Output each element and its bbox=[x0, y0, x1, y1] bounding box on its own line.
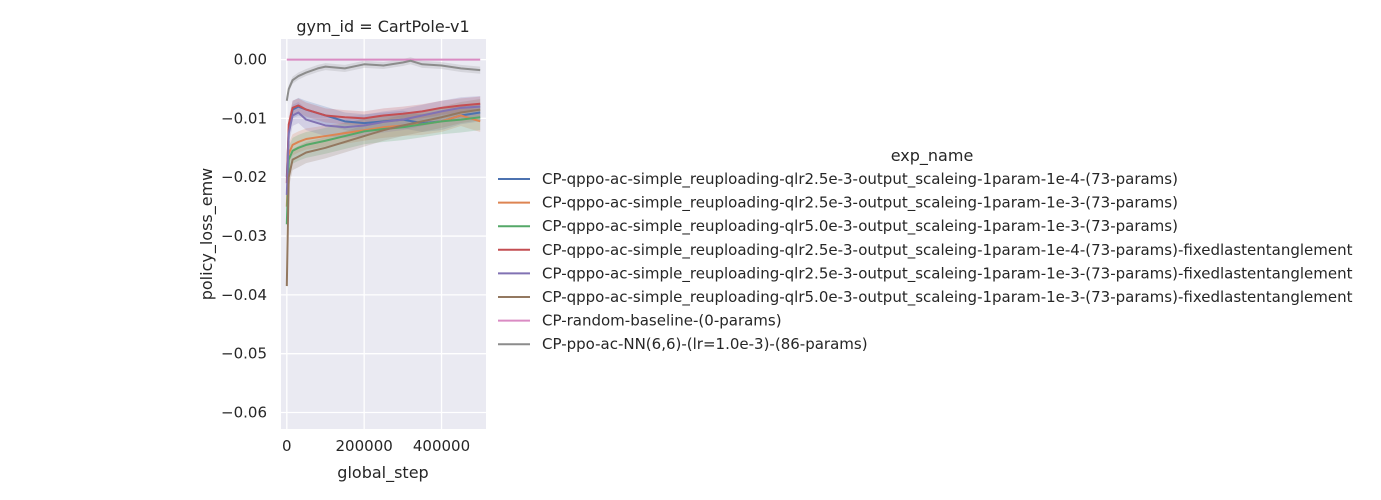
series-line-3 bbox=[285, 102, 481, 184]
legend-entry-4: CP-qppo-ac-simple_reuploading-qlr2.5e-3-… bbox=[542, 264, 1353, 283]
x-axis-label: global_step bbox=[337, 463, 428, 483]
legend-entry-0: CP-qppo-ac-simple_reuploading-qlr2.5e-3-… bbox=[542, 170, 1178, 189]
legend-entry-7: CP-ppo-ac-NN(6,6)-(lr=1.0e-3)-(86-params… bbox=[542, 335, 868, 353]
x-axis-ticks: 0 200000 400000 bbox=[282, 437, 470, 455]
grid-lines bbox=[281, 39, 486, 429]
legend-entry-6: CP-random-baseline-(0-params) bbox=[542, 312, 782, 330]
legend-entry-1: CP-qppo-ac-simple_reuploading-qlr2.5e-3-… bbox=[542, 194, 1178, 213]
legend-title: exp_name bbox=[891, 146, 974, 166]
y-axis-ticks: 0.00 −0.01 −0.02 −0.03 −0.04 −0.05 −0.06 bbox=[221, 51, 267, 422]
x-tick-label: 200000 bbox=[336, 437, 393, 455]
y-tick-label: −0.06 bbox=[221, 404, 267, 422]
legend-entry-3: CP-qppo-ac-simple_reuploading-qlr2.5e-3-… bbox=[542, 241, 1353, 260]
y-tick-label: −0.02 bbox=[221, 168, 267, 186]
series-line-4 bbox=[285, 105, 481, 195]
plot-area bbox=[281, 39, 486, 429]
y-tick-label: 0.00 bbox=[234, 51, 267, 69]
series-line-7 bbox=[285, 59, 481, 101]
y-tick-label: −0.01 bbox=[221, 109, 267, 127]
series-band-1 bbox=[286, 104, 481, 218]
series-band-7 bbox=[286, 57, 481, 105]
y-tick-label: −0.04 bbox=[221, 286, 267, 304]
series-lines bbox=[285, 58, 481, 287]
legend: exp_name CP-qppo-ac-simple_reuploading-q… bbox=[498, 146, 1353, 353]
y-tick-label: −0.05 bbox=[221, 345, 267, 363]
chart-title: gym_id = CartPole-v1 bbox=[296, 17, 469, 37]
x-tick-label: 0 bbox=[282, 437, 292, 455]
y-axis-label: policy_loss_emw bbox=[197, 168, 217, 301]
x-tick-label: 400000 bbox=[413, 437, 470, 455]
legend-entry-5: CP-qppo-ac-simple_reuploading-qlr5.0e-3-… bbox=[542, 288, 1353, 307]
series-line-5 bbox=[285, 108, 481, 287]
series-band-5 bbox=[286, 99, 481, 297]
legend-entry-2: CP-qppo-ac-simple_reuploading-qlr5.0e-3-… bbox=[542, 217, 1178, 236]
series-line-2 bbox=[285, 116, 481, 225]
y-tick-label: −0.03 bbox=[221, 227, 267, 245]
series-band-3 bbox=[286, 96, 481, 191]
